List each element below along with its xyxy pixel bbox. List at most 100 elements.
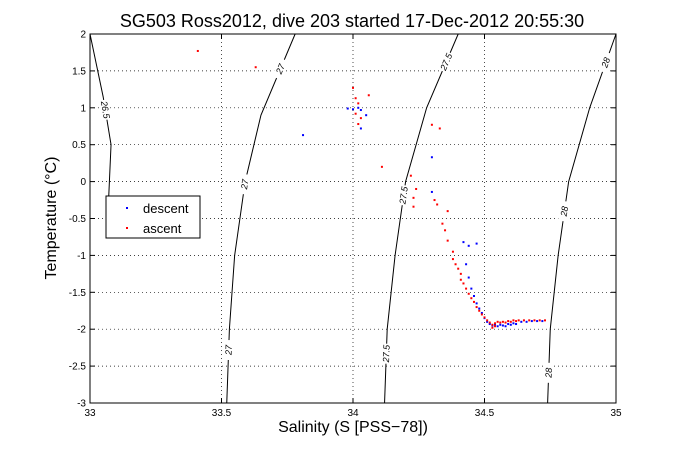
point-ascent bbox=[507, 320, 510, 323]
x-tick-label: 34 bbox=[347, 408, 359, 419]
point-ascent bbox=[380, 165, 383, 168]
contour-label-background bbox=[437, 50, 455, 74]
point-ascent bbox=[367, 94, 370, 97]
point-descent bbox=[430, 190, 433, 193]
point-descent bbox=[499, 323, 502, 326]
point-ascent bbox=[491, 323, 494, 326]
y-axis-label: Temperature (°C) bbox=[43, 157, 60, 280]
point-descent bbox=[536, 320, 539, 323]
contour-label-background bbox=[223, 339, 235, 361]
legend-marker-descent bbox=[126, 207, 128, 209]
point-ascent bbox=[352, 86, 354, 89]
point-ascent bbox=[436, 203, 439, 206]
point-ascent bbox=[486, 319, 489, 322]
point-ascent bbox=[483, 316, 486, 319]
point-ascent bbox=[528, 319, 531, 322]
y-tick-label: 0 bbox=[80, 177, 86, 188]
point-descent bbox=[496, 325, 499, 328]
contour-label: 27.5 bbox=[381, 344, 392, 364]
point-ascent bbox=[517, 319, 520, 322]
point-descent bbox=[475, 302, 478, 305]
y-tick-label: 0.5 bbox=[72, 140, 86, 151]
x-tick-label: 33 bbox=[84, 408, 96, 419]
point-ascent bbox=[357, 123, 360, 126]
point-descent bbox=[352, 108, 354, 111]
contour-label: 28 bbox=[559, 206, 570, 218]
y-tick-label: -2 bbox=[77, 325, 86, 336]
point-ascent bbox=[446, 239, 449, 242]
point-ascent bbox=[509, 320, 512, 323]
point-descent bbox=[462, 241, 465, 244]
point-ascent bbox=[451, 258, 454, 261]
point-ascent bbox=[494, 322, 497, 325]
point-ascent bbox=[543, 319, 546, 322]
legend-box bbox=[105, 195, 201, 239]
point-descent bbox=[472, 294, 475, 297]
y-tick-label: -1.5 bbox=[69, 288, 87, 299]
point-ascent bbox=[462, 282, 465, 285]
point-descent bbox=[346, 107, 349, 110]
contour-label: 26.5 bbox=[99, 99, 112, 120]
point-ascent bbox=[451, 250, 454, 253]
point-ascent bbox=[412, 196, 415, 199]
contour-label: 27 bbox=[223, 344, 233, 356]
point-ascent bbox=[196, 49, 199, 52]
data-points bbox=[196, 49, 546, 329]
x-tick-label: 33.5 bbox=[212, 408, 232, 419]
point-ascent bbox=[409, 174, 412, 177]
point-ascent bbox=[538, 319, 541, 322]
point-ascent bbox=[478, 309, 481, 312]
point-descent bbox=[541, 320, 544, 323]
point-descent bbox=[475, 242, 478, 245]
contour-label-background bbox=[597, 51, 614, 74]
point-descent bbox=[359, 109, 362, 112]
legend-label-ascent: ascent bbox=[143, 221, 182, 236]
point-ascent bbox=[459, 272, 462, 275]
point-descent bbox=[478, 307, 481, 310]
point-descent bbox=[357, 106, 360, 109]
point-ascent bbox=[515, 320, 518, 323]
contour-label-background bbox=[397, 184, 411, 206]
point-ascent bbox=[499, 321, 502, 324]
point-descent bbox=[501, 324, 504, 327]
y-tick-label: -3 bbox=[77, 399, 86, 410]
point-ascent bbox=[533, 319, 536, 322]
point-ascent bbox=[488, 321, 491, 324]
point-ascent bbox=[441, 222, 444, 225]
point-descent bbox=[470, 287, 473, 290]
contour-label: 27.5 bbox=[397, 185, 410, 206]
axis-ticks: 33 33.5 34 34.5 35 -3 -2.5 -2 -1.5 -1 -0.5 0 0.5 1 1.5… bbox=[69, 30, 622, 420]
point-ascent bbox=[522, 319, 525, 322]
point-descent bbox=[525, 320, 528, 323]
contour-label: 28 bbox=[599, 56, 612, 70]
point-descent bbox=[530, 320, 533, 323]
point-ascent bbox=[501, 320, 504, 323]
contour-label-background bbox=[238, 173, 252, 195]
point-ascent bbox=[475, 306, 478, 309]
x-axis-label: Salinity (S [PSS−78]) bbox=[278, 419, 428, 436]
point-ascent bbox=[430, 123, 433, 126]
contour-label-background bbox=[543, 362, 555, 383]
point-ascent bbox=[470, 297, 473, 300]
point-descent bbox=[486, 320, 489, 323]
point-descent bbox=[488, 323, 491, 326]
point-descent bbox=[480, 311, 483, 314]
point-ascent bbox=[467, 292, 470, 295]
contour-label-background bbox=[558, 200, 571, 222]
point-descent bbox=[509, 323, 512, 326]
point-ascent bbox=[496, 320, 499, 323]
point-ascent bbox=[354, 97, 357, 100]
point-descent bbox=[302, 134, 305, 137]
point-descent bbox=[504, 325, 507, 328]
y-tick-label: 1 bbox=[80, 103, 86, 114]
y-tick-label: 2 bbox=[80, 30, 86, 41]
x-tick-label: 34.5 bbox=[475, 408, 495, 419]
point-ascent bbox=[254, 66, 257, 69]
contour-label: 28 bbox=[543, 368, 553, 379]
point-ascent bbox=[359, 117, 362, 120]
point-descent bbox=[359, 127, 362, 130]
point-ascent bbox=[446, 210, 449, 213]
